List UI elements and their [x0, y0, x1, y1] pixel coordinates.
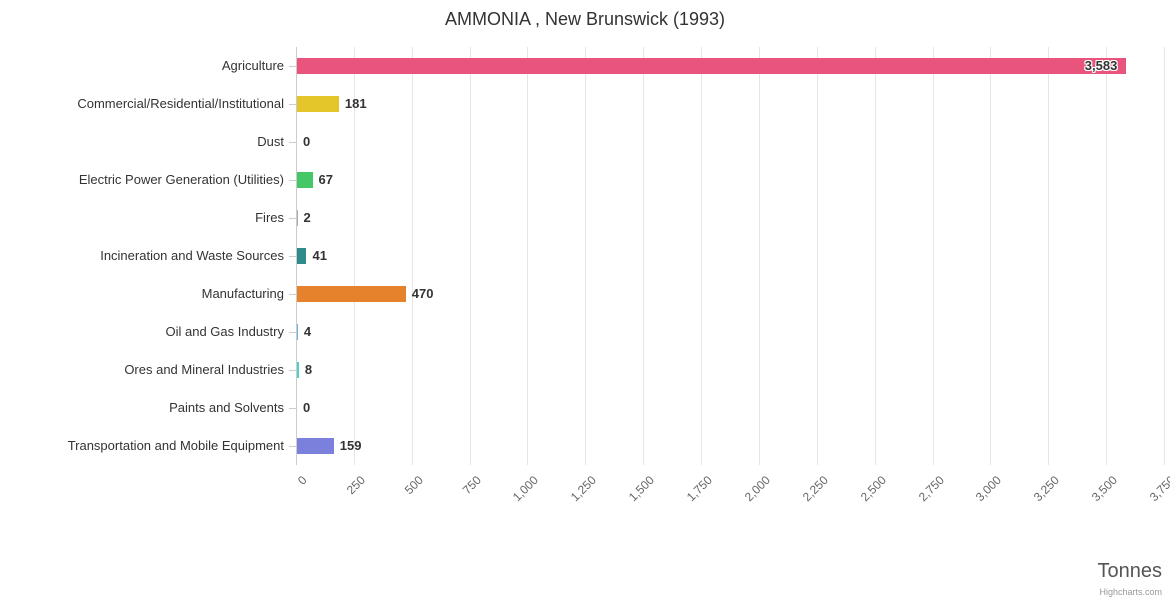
y-axis-tick: [289, 142, 296, 143]
gridline: [527, 47, 529, 465]
x-tick-label: 0: [295, 473, 310, 488]
x-tick-label: 2,750: [915, 473, 947, 505]
value-label: 181: [344, 96, 367, 111]
x-tick-label: 3,250: [1031, 473, 1063, 505]
x-tick-label: 2,250: [799, 473, 831, 505]
x-tick-label: 500: [401, 473, 426, 498]
category-label: Manufacturing: [201, 286, 284, 301]
category-label: Fires: [255, 210, 284, 225]
gridline: [932, 47, 934, 465]
value-label: 0: [303, 134, 311, 149]
category-label: Commercial/Residential/Institutional: [77, 96, 284, 111]
category-label: Ores and Mineral Industries: [124, 362, 284, 377]
chart-title: AMMONIA , New Brunswick (1993): [444, 9, 726, 29]
y-axis-tick: [289, 294, 296, 295]
bar[interactable]: [297, 324, 298, 340]
category-label: Dust: [257, 134, 284, 149]
x-tick-label: 3,000: [973, 473, 1005, 505]
bar[interactable]: [297, 58, 1127, 74]
y-axis-tick: [289, 332, 296, 333]
category-label: Oil and Gas Industry: [165, 324, 285, 339]
category-label: Agriculture: [221, 58, 284, 73]
gridline: [874, 47, 876, 465]
x-tick-label: 1,000: [510, 473, 542, 505]
y-axis-tick: [289, 256, 296, 257]
category-label: Paints and Solvents: [169, 400, 284, 415]
gridline: [643, 47, 645, 465]
x-tick-label: 2,500: [857, 473, 889, 505]
y-axis-tick: [289, 370, 296, 371]
value-label: 67: [318, 172, 333, 187]
value-label: 8: [304, 362, 313, 377]
bar[interactable]: [297, 210, 298, 226]
value-label: 0: [303, 400, 311, 415]
x-tick-label: 2,000: [741, 473, 773, 505]
bar[interactable]: [297, 96, 339, 112]
highcharts-credit[interactable]: Highcharts.com: [1099, 587, 1162, 597]
bar[interactable]: [297, 248, 307, 264]
x-tick-label: 3,750: [1146, 473, 1170, 505]
value-label: 470: [411, 286, 434, 301]
x-tick-label: 3,500: [1088, 473, 1121, 505]
gridline: [1164, 47, 1165, 465]
gridline: [411, 47, 413, 465]
y-axis-tick: [289, 446, 296, 447]
x-tick-label: 750: [459, 473, 484, 498]
bar[interactable]: [297, 438, 334, 454]
category-label: Transportation and Mobile Equipment: [67, 438, 284, 453]
bar[interactable]: [297, 286, 406, 302]
category-label: Electric Power Generation (Utilities): [78, 172, 284, 187]
y-axis-tick: [289, 218, 296, 219]
gridline: [1106, 47, 1108, 465]
value-label: 159: [339, 438, 362, 453]
bar[interactable]: [297, 362, 299, 378]
category-label: Incineration and Waste Sources: [100, 248, 284, 263]
x-tick-label: 1,750: [683, 473, 715, 505]
x-tick-label: 1,500: [625, 473, 658, 505]
y-axis-tick: [289, 104, 296, 105]
x-tick-label: 250: [343, 473, 368, 498]
gridline: [585, 47, 587, 465]
value-label: 2: [303, 210, 311, 225]
gridline: [353, 47, 355, 465]
gridline: [990, 47, 992, 465]
y-axis-tick: [289, 408, 296, 409]
value-label: 3,583: [1084, 58, 1118, 73]
y-axis-tick: [289, 66, 296, 67]
gridline: [816, 47, 818, 465]
x-tick-label: 1,250: [568, 473, 600, 505]
gridline: [469, 47, 471, 465]
y-axis-tick: [289, 180, 296, 181]
x-axis-title: Tonnes: [1097, 560, 1163, 582]
value-label: 4: [303, 324, 312, 339]
bar[interactable]: [297, 172, 313, 188]
y-axis-line: [296, 47, 297, 465]
value-label: 41: [312, 248, 327, 263]
gridline: [1048, 47, 1050, 465]
gridline: [701, 47, 703, 465]
gridline: [758, 47, 760, 465]
